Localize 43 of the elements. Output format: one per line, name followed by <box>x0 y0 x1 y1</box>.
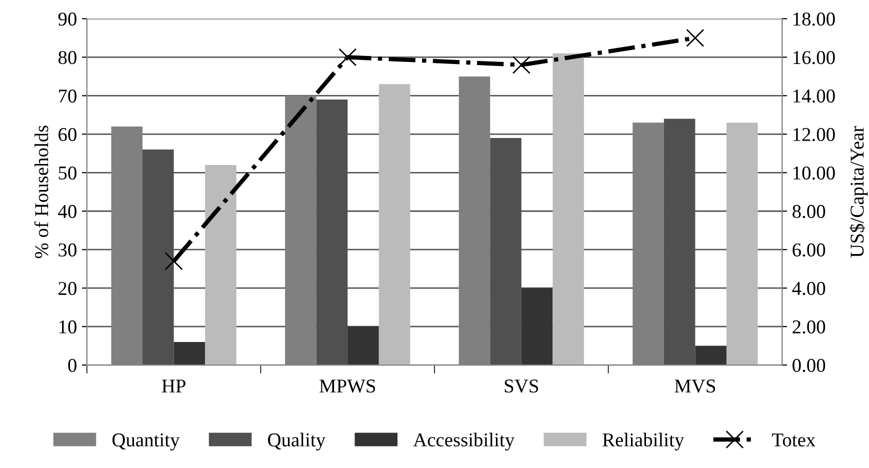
y-tick-label: 60 <box>58 128 76 142</box>
y2-tick-label: 18.00 <box>794 12 835 26</box>
y-tick-label: 30 <box>58 243 76 257</box>
y2-tick-label: 12.00 <box>794 128 835 142</box>
y-tick-label: 20 <box>58 282 76 296</box>
bar <box>205 164 236 366</box>
legend-label: Reliability <box>602 432 684 450</box>
y2-axis-title: US$/Capita/Year <box>849 126 868 258</box>
y-tick-label: 50 <box>58 166 76 180</box>
point <box>686 28 704 47</box>
bar <box>695 346 726 366</box>
y2-tick-label: 6.00 <box>792 243 826 257</box>
y2-tick-label: 0.00 <box>792 358 826 372</box>
point <box>338 48 357 66</box>
y2-tick-label: 14.00 <box>794 89 835 103</box>
x-tick-label: SVS <box>504 380 538 393</box>
legend-label: Quality <box>268 432 326 450</box>
x-tick-label: MVS <box>674 380 716 393</box>
y2-tick-label: 10.00 <box>794 166 835 180</box>
y2-tick-label: 16.00 <box>794 51 835 64</box>
y-tick-label: 10 <box>59 320 76 334</box>
y2-tick-label: 4.00 <box>792 282 826 296</box>
legend-label: Accessibility <box>413 432 514 450</box>
point <box>164 252 183 270</box>
x-tick-label: MPWS <box>320 380 376 393</box>
y-tick-label: 80 <box>58 51 76 64</box>
bar <box>378 84 410 366</box>
y-tick-label: 90 <box>58 12 76 26</box>
y-tick-label: 40 <box>58 204 76 218</box>
legend-label: Quantity <box>112 433 180 450</box>
y-axis-title: % of Households <box>34 126 48 258</box>
y-tick-label: 70 <box>59 89 76 103</box>
y-tick-label: 0 <box>68 358 76 372</box>
y2-tick-label: 8.00 <box>792 204 826 218</box>
bar <box>348 326 379 366</box>
point <box>512 56 530 74</box>
x-tick-label: HP <box>162 380 186 392</box>
bar <box>521 288 553 366</box>
y2-tick-label: 2.00 <box>792 320 826 334</box>
bar <box>174 342 206 366</box>
legend-label: Totex <box>772 434 816 446</box>
bar <box>552 53 584 366</box>
bar <box>726 122 758 366</box>
